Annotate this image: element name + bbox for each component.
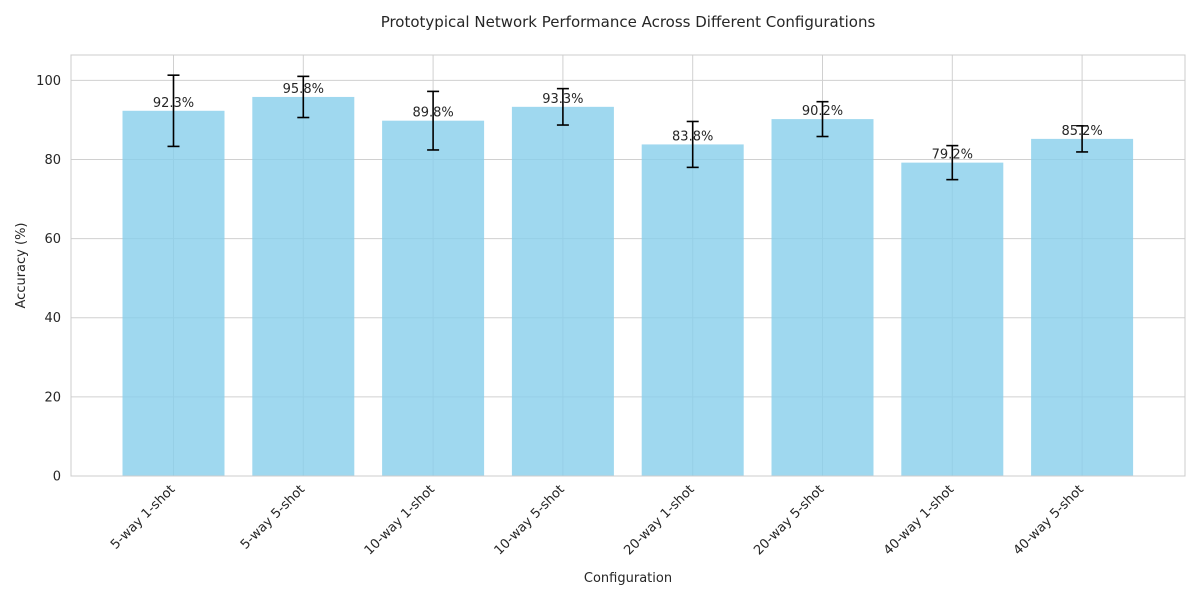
x-tick-label: 40-way 5-shot bbox=[1011, 482, 1087, 558]
data-labels: 92.3% 95.8% 89.8% 93.3% 83.8% 90.2% 79.2% 85.2% bbox=[153, 82, 1103, 163]
bar bbox=[382, 120, 485, 477]
x-tick-label: 10-way 5-shot bbox=[492, 482, 568, 558]
grid bbox=[71, 55, 1185, 477]
x-tick-label: 20-way 5-shot bbox=[751, 482, 827, 558]
y-axis-label: Accuracy (%) bbox=[14, 223, 29, 309]
bar bbox=[1031, 138, 1134, 476]
x-tick-label: 5-way 1-shot bbox=[108, 482, 178, 552]
y-ticks: 0 20 40 60 80 100 bbox=[36, 74, 61, 485]
y-tick-label: 0 bbox=[53, 470, 61, 485]
data-label: 89.8% bbox=[412, 106, 453, 121]
error-bars bbox=[167, 74, 1089, 181]
bar bbox=[771, 119, 874, 477]
bar bbox=[641, 144, 744, 477]
y-tick-label: 100 bbox=[36, 74, 61, 89]
y-tick-label: 80 bbox=[44, 153, 61, 168]
data-label: 93.3% bbox=[542, 92, 583, 107]
x-tick-label: 5-way 5-shot bbox=[238, 482, 308, 552]
data-label: 79.2% bbox=[932, 148, 973, 163]
x-tick-label: 10-way 1-shot bbox=[362, 482, 438, 558]
y-tick-label: 20 bbox=[44, 390, 61, 405]
plot-frame bbox=[70, 54, 1186, 477]
bars bbox=[122, 96, 1134, 477]
bar bbox=[901, 162, 1004, 476]
x-axis-label: Configuration bbox=[584, 571, 672, 586]
data-label: 92.3% bbox=[153, 96, 194, 111]
x-ticks: 5-way 1-shot 5-way 5-shot 10-way 1-shot 10-… bbox=[108, 482, 1087, 558]
data-label: 85.2% bbox=[1061, 124, 1102, 139]
y-tick-label: 40 bbox=[44, 311, 61, 326]
chart-title: Prototypical Network Performance Across … bbox=[381, 13, 876, 31]
data-label: 95.8% bbox=[283, 82, 324, 97]
bar bbox=[122, 110, 225, 477]
bar bbox=[252, 96, 355, 477]
data-label: 83.8% bbox=[672, 129, 713, 144]
x-tick-label: 20-way 1-shot bbox=[621, 482, 697, 558]
bar bbox=[511, 106, 614, 476]
x-tick-label: 40-way 1-shot bbox=[881, 482, 957, 558]
data-label: 90.2% bbox=[802, 104, 843, 119]
y-tick-label: 60 bbox=[44, 232, 61, 247]
